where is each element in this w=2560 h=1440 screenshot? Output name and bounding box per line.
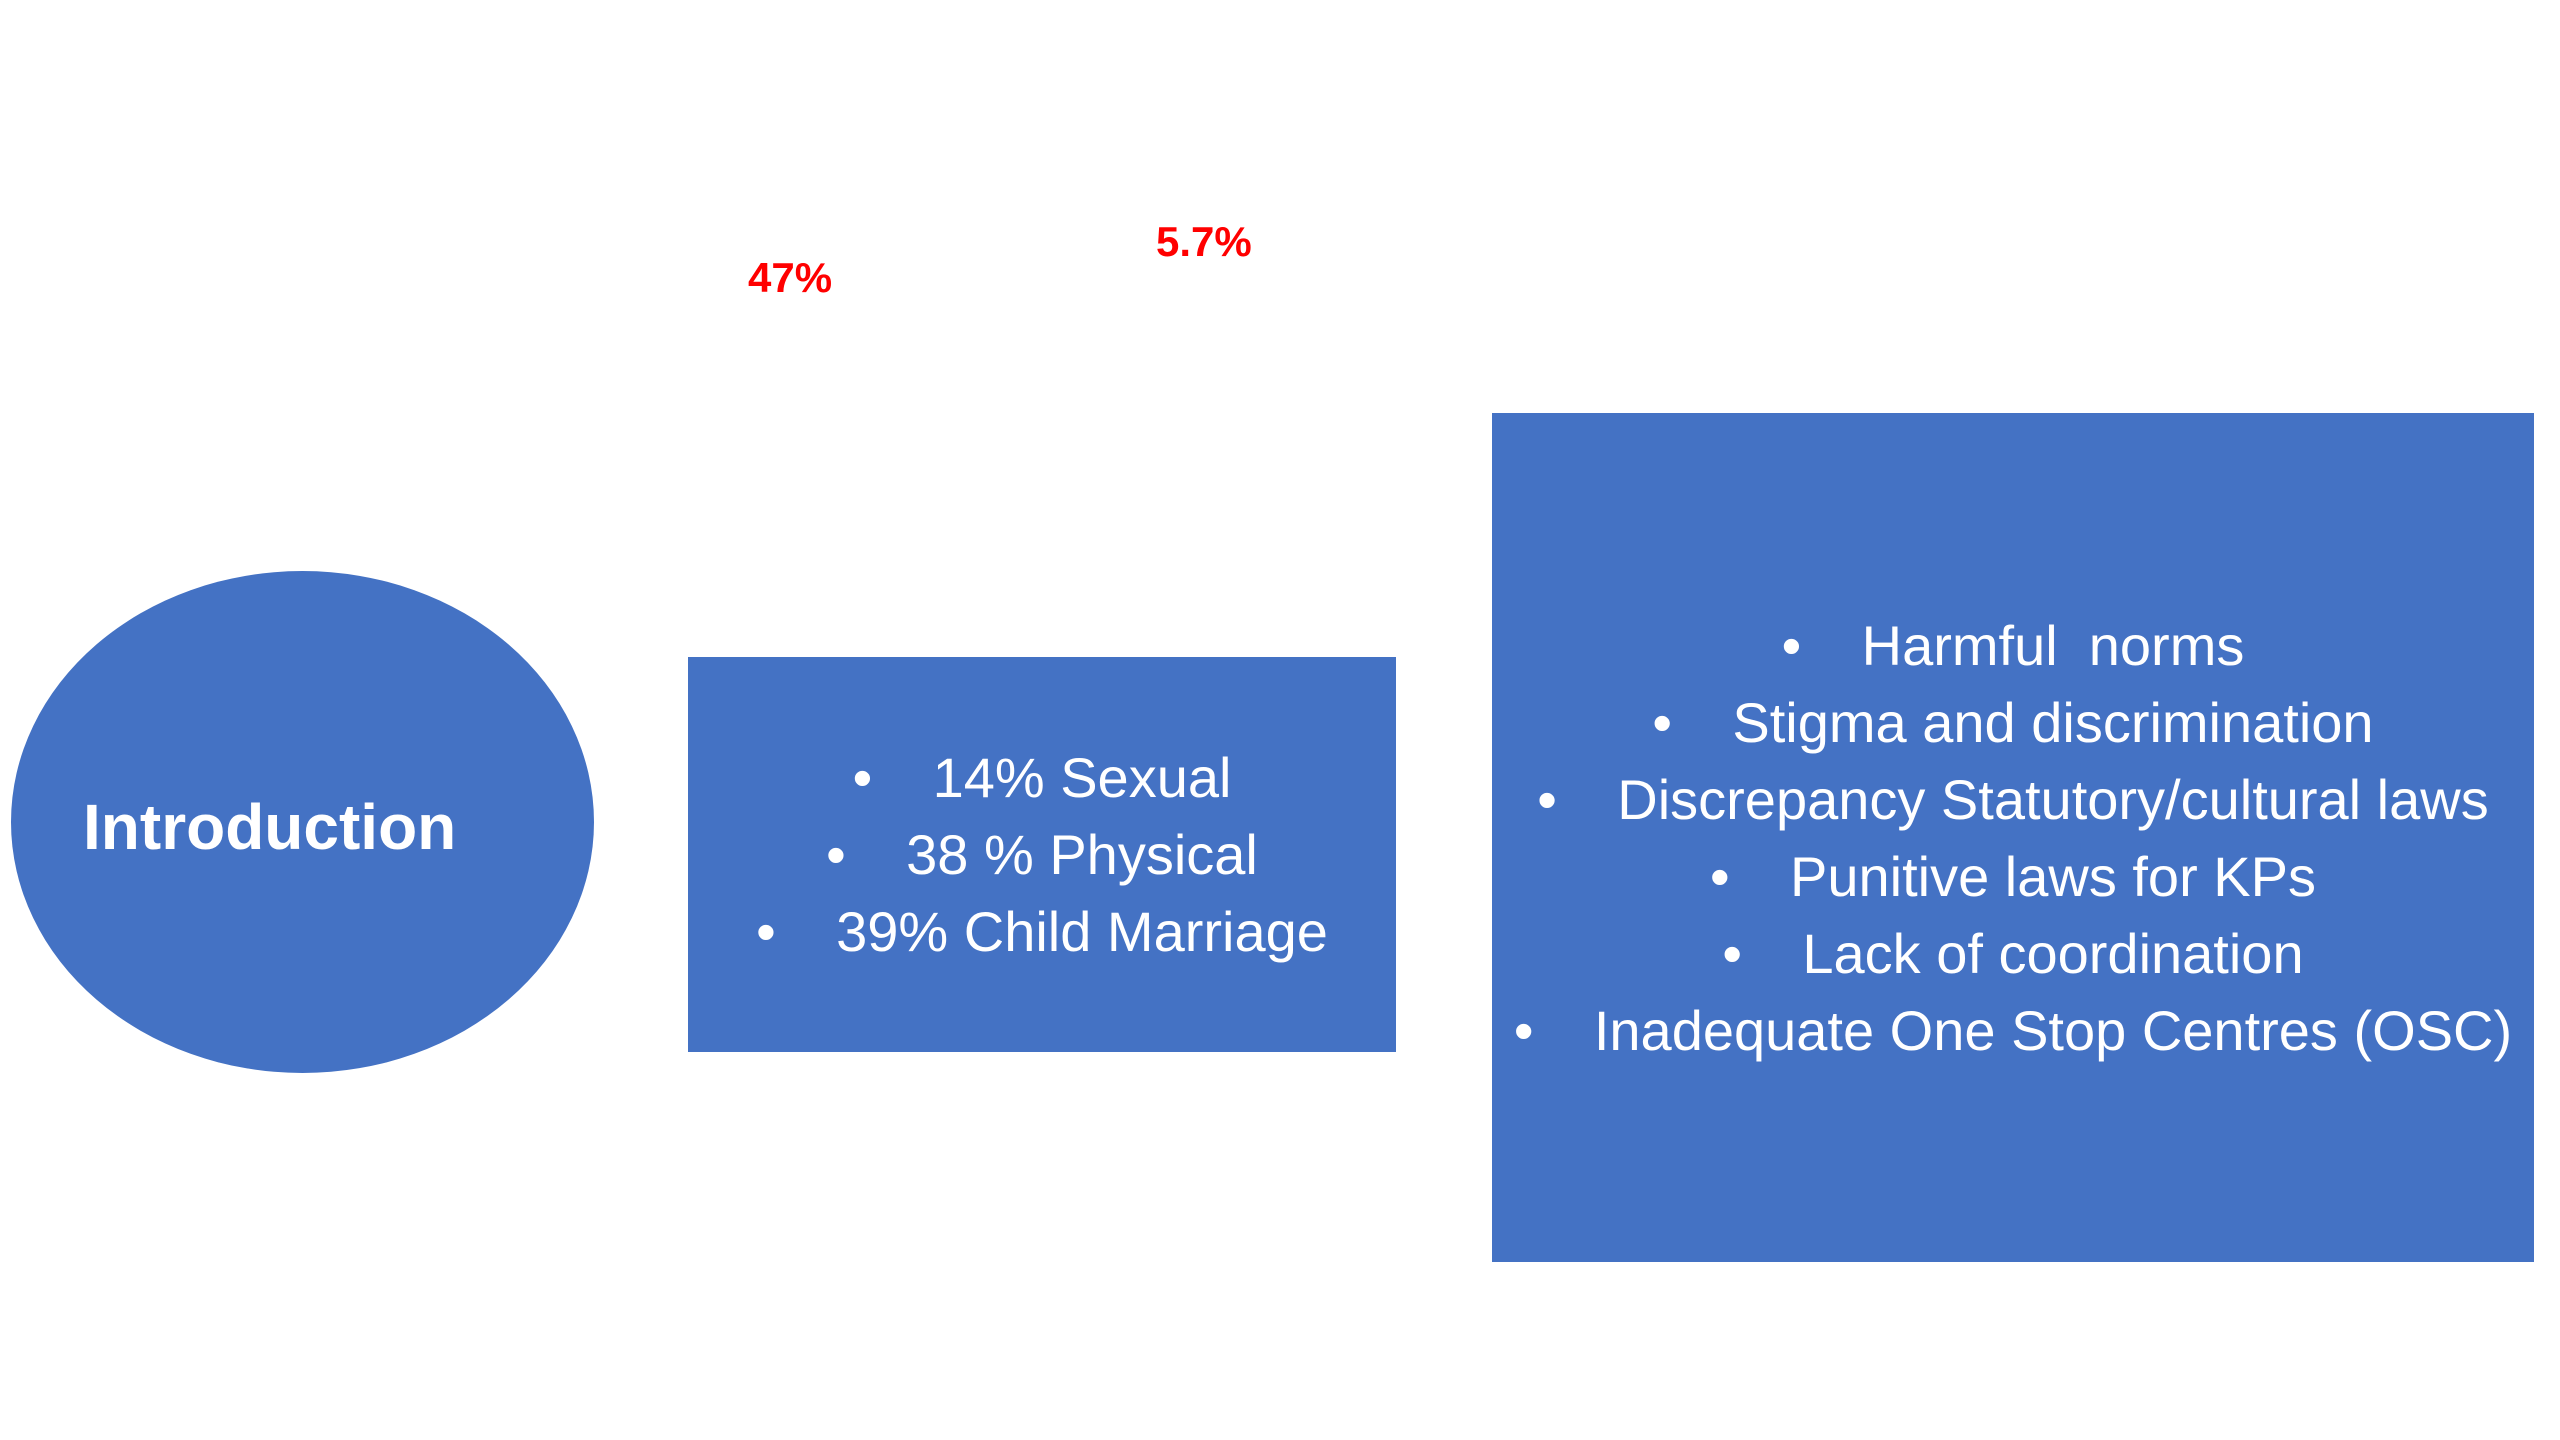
bullet-icon: • xyxy=(1722,922,1742,985)
bullet-icon: • xyxy=(1652,691,1672,754)
stat-value-5-7: 5.7% xyxy=(1156,218,1252,265)
bullet-icon: • xyxy=(1710,845,1730,908)
list-item-text: 38 % Physical xyxy=(906,823,1258,886)
list-item: • 14% Sexual xyxy=(756,739,1328,816)
contributing-factors-box: • Harmful norms • Stigma and discriminatio… xyxy=(1492,413,2534,1262)
list-item-text: Inadequate One Stop Centres (OSC) xyxy=(1593,999,2513,1062)
list-item-text: Harmful norms xyxy=(1861,614,2245,677)
violence-statistics-list: • 14% Sexual • 38 % Physical • 39% Child Ma… xyxy=(756,739,1328,970)
violence-statistics-box: • 14% Sexual • 38 % Physical • 39% Child Ma… xyxy=(688,657,1396,1052)
list-item-text: Stigma and discrimination xyxy=(1732,691,2374,754)
list-item: • Harmful norms xyxy=(1514,607,2512,684)
list-item: • Stigma and discrimination xyxy=(1514,684,2512,761)
list-item-text: 39% Child Marriage xyxy=(836,900,1328,963)
list-item: • Discrepancy Statutory/cultural laws xyxy=(1514,761,2512,838)
list-item-text: Discrepancy Statutory/cultural laws xyxy=(1617,768,2489,831)
bullet-icon: • xyxy=(852,746,873,809)
list-item-text: Lack of coordination xyxy=(1802,922,2304,985)
bullet-icon: • xyxy=(1537,768,1557,831)
introduction-ellipse: Introduction xyxy=(11,571,594,1073)
list-item: • Inadequate One Stop Centres (OSC) xyxy=(1514,992,2512,1069)
list-item-text: 14% Sexual xyxy=(932,746,1232,809)
introduction-label: Introduction xyxy=(83,791,457,863)
list-item: • Lack of coordination xyxy=(1514,915,2512,992)
contributing-factors-list: • Harmful norms • Stigma and discriminatio… xyxy=(1514,607,2512,1069)
list-item: • 38 % Physical xyxy=(756,816,1328,893)
bullet-icon: • xyxy=(1513,999,1534,1062)
list-item: • 39% Child Marriage xyxy=(756,893,1328,970)
stat-value-47: 47% xyxy=(748,254,833,301)
bullet-icon: • xyxy=(1781,614,1802,677)
bullet-icon: • xyxy=(826,823,846,886)
list-item: • Punitive laws for KPs xyxy=(1514,838,2512,915)
list-item-text: Punitive laws for KPs xyxy=(1790,845,2316,908)
bullet-icon: • xyxy=(756,900,776,963)
